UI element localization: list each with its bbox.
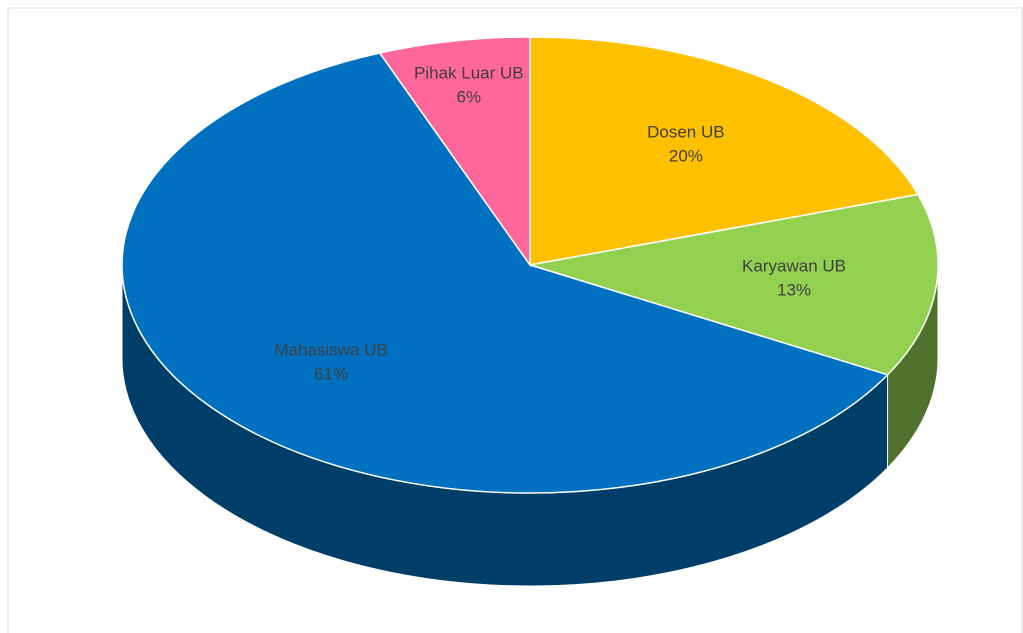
- data-label-name: Pihak Luar UB: [414, 63, 524, 82]
- slice: [529, 36, 920, 266]
- data-label-name: Karyawan UB: [742, 256, 846, 275]
- data-label-name: Mahasiswa UB: [274, 340, 387, 359]
- data-label-name: Dosen UB: [647, 123, 724, 142]
- data-label-value: 61%: [314, 364, 348, 383]
- slice: [121, 52, 889, 494]
- slice: [529, 193, 939, 376]
- data-label-value: 13%: [777, 280, 811, 299]
- data-label-value: 6%: [457, 87, 482, 106]
- data-label-value: 20%: [669, 147, 703, 166]
- slice: [378, 36, 531, 268]
